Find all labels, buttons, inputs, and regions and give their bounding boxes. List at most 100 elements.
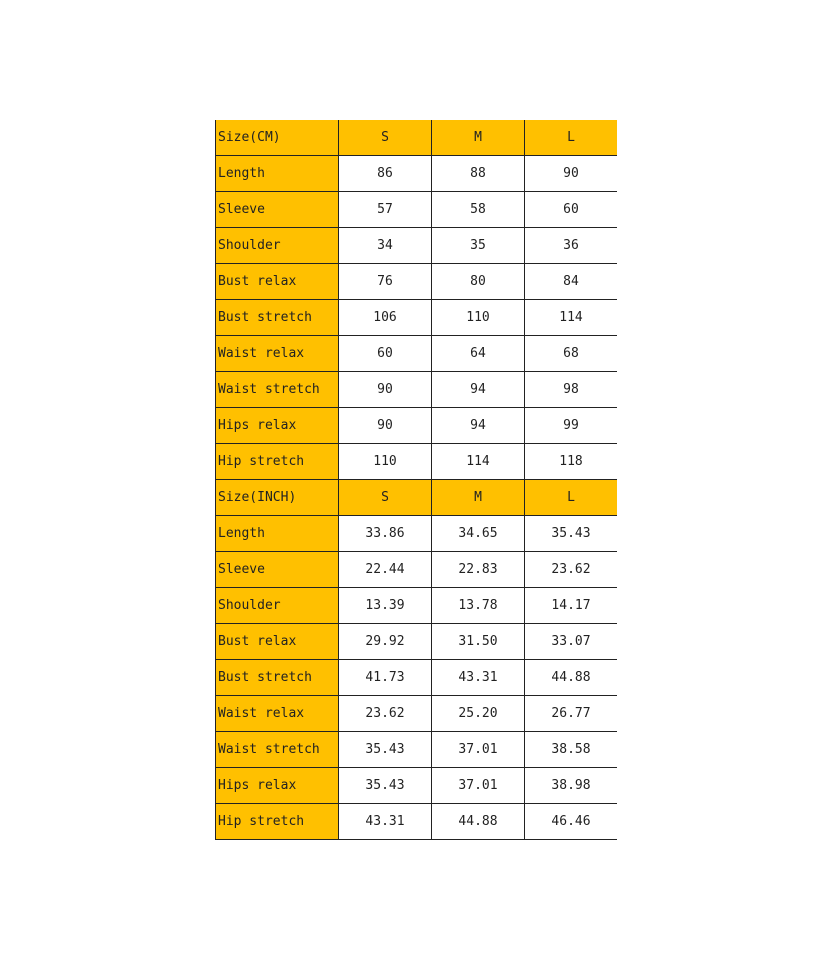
- measurement-value: 33.07: [524, 623, 617, 660]
- measurement-value: 46.46: [524, 803, 617, 840]
- measurement-value: 80: [431, 263, 525, 300]
- measurement-label: Waist stretch: [215, 371, 339, 408]
- measurement-label: Shoulder: [215, 227, 339, 264]
- measurement-value: 41.73: [338, 659, 432, 696]
- measurement-label: Waist relax: [215, 695, 339, 732]
- measurement-value: 37.01: [431, 731, 525, 768]
- size-header: L: [524, 120, 617, 156]
- measurement-value: 22.44: [338, 551, 432, 588]
- table-row: Hip stretch 110 114 118: [215, 443, 617, 480]
- measurement-value: 23.62: [338, 695, 432, 732]
- measurement-label: Hips relax: [215, 767, 339, 804]
- measurement-value: 35.43: [524, 515, 617, 552]
- measurement-label: Sleeve: [215, 191, 339, 228]
- measurement-label: Length: [215, 155, 339, 192]
- measurement-value: 13.39: [338, 587, 432, 624]
- table-row: Length 33.86 34.65 35.43: [215, 515, 617, 552]
- table-row: Length 86 88 90: [215, 155, 617, 192]
- measurement-value: 38.58: [524, 731, 617, 768]
- measurement-value: 60: [338, 335, 432, 372]
- table-row: Sleeve 57 58 60: [215, 191, 617, 228]
- measurement-value: 86: [338, 155, 432, 192]
- size-header: L: [524, 479, 617, 516]
- measurement-value: 34: [338, 227, 432, 264]
- measurement-label: Hips relax: [215, 407, 339, 444]
- measurement-label: Sleeve: [215, 551, 339, 588]
- measurement-value: 114: [431, 443, 525, 480]
- measurement-value: 94: [431, 371, 525, 408]
- size-header: M: [431, 479, 525, 516]
- measurement-value: 37.01: [431, 767, 525, 804]
- measurement-value: 35: [431, 227, 525, 264]
- measurement-value: 106: [338, 299, 432, 336]
- measurement-label: Length: [215, 515, 339, 552]
- measurement-value: 35.43: [338, 767, 432, 804]
- measurement-value: 22.83: [431, 551, 525, 588]
- table-row: Hips relax 90 94 99: [215, 407, 617, 444]
- measurement-value: 44.88: [524, 659, 617, 696]
- measurement-value: 25.20: [431, 695, 525, 732]
- size-header: M: [431, 120, 525, 156]
- measurement-value: 88: [431, 155, 525, 192]
- size-header: S: [338, 120, 432, 156]
- measurement-value: 31.50: [431, 623, 525, 660]
- table-row: Waist relax 60 64 68: [215, 335, 617, 372]
- size-header: S: [338, 479, 432, 516]
- table-row: Bust relax 29.92 31.50 33.07: [215, 623, 617, 660]
- measurement-label: Waist relax: [215, 335, 339, 372]
- measurement-value: 98: [524, 371, 617, 408]
- measurement-value: 43.31: [431, 659, 525, 696]
- measurement-label: Bust relax: [215, 623, 339, 660]
- measurement-label: Bust stretch: [215, 299, 339, 336]
- measurement-value: 33.86: [338, 515, 432, 552]
- measurement-value: 38.98: [524, 767, 617, 804]
- measurement-value: 76: [338, 263, 432, 300]
- measurement-value: 23.62: [524, 551, 617, 588]
- measurement-value: 35.43: [338, 731, 432, 768]
- measurement-value: 58: [431, 191, 525, 228]
- measurement-value: 90: [338, 371, 432, 408]
- measurement-value: 90: [338, 407, 432, 444]
- measurement-value: 110: [431, 299, 525, 336]
- measurement-value: 36: [524, 227, 617, 264]
- measurement-value: 43.31: [338, 803, 432, 840]
- measurement-label: Bust relax: [215, 263, 339, 300]
- table-row: Hips relax 35.43 37.01 38.98: [215, 767, 617, 804]
- measurement-value: 118: [524, 443, 617, 480]
- measurement-label: Hip stretch: [215, 803, 339, 840]
- unit-header: Size(CM): [215, 120, 339, 156]
- table-row: Sleeve 22.44 22.83 23.62: [215, 551, 617, 588]
- measurement-value: 68: [524, 335, 617, 372]
- size-chart-table: Size(CM) S M L Length 86 88 90 Sleeve 57 58 60 Shoul…: [215, 120, 617, 840]
- measurement-value: 44.88: [431, 803, 525, 840]
- table-row: Shoulder 34 35 36: [215, 227, 617, 264]
- table-row: Bust relax 76 80 84: [215, 263, 617, 300]
- measurement-value: 60: [524, 191, 617, 228]
- measurement-value: 114: [524, 299, 617, 336]
- table-row: Waist relax 23.62 25.20 26.77: [215, 695, 617, 732]
- header-row: Size(INCH) S M L: [215, 479, 617, 516]
- measurement-value: 64: [431, 335, 525, 372]
- measurement-value: 57: [338, 191, 432, 228]
- table-row: Waist stretch 35.43 37.01 38.58: [215, 731, 617, 768]
- measurement-label: Shoulder: [215, 587, 339, 624]
- table-row: Hip stretch 43.31 44.88 46.46: [215, 803, 617, 840]
- measurement-value: 84: [524, 263, 617, 300]
- measurement-label: Hip stretch: [215, 443, 339, 480]
- measurement-value: 110: [338, 443, 432, 480]
- measurement-value: 26.77: [524, 695, 617, 732]
- measurement-value: 34.65: [431, 515, 525, 552]
- header-row: Size(CM) S M L: [215, 120, 617, 156]
- unit-header: Size(INCH): [215, 479, 339, 516]
- measurement-value: 29.92: [338, 623, 432, 660]
- table-row: Bust stretch 41.73 43.31 44.88: [215, 659, 617, 696]
- measurement-value: 90: [524, 155, 617, 192]
- table-row: Waist stretch 90 94 98: [215, 371, 617, 408]
- measurement-value: 99: [524, 407, 617, 444]
- measurement-value: 14.17: [524, 587, 617, 624]
- measurement-value: 13.78: [431, 587, 525, 624]
- measurement-label: Bust stretch: [215, 659, 339, 696]
- measurement-value: 94: [431, 407, 525, 444]
- measurement-label: Waist stretch: [215, 731, 339, 768]
- table-row: Bust stretch 106 110 114: [215, 299, 617, 336]
